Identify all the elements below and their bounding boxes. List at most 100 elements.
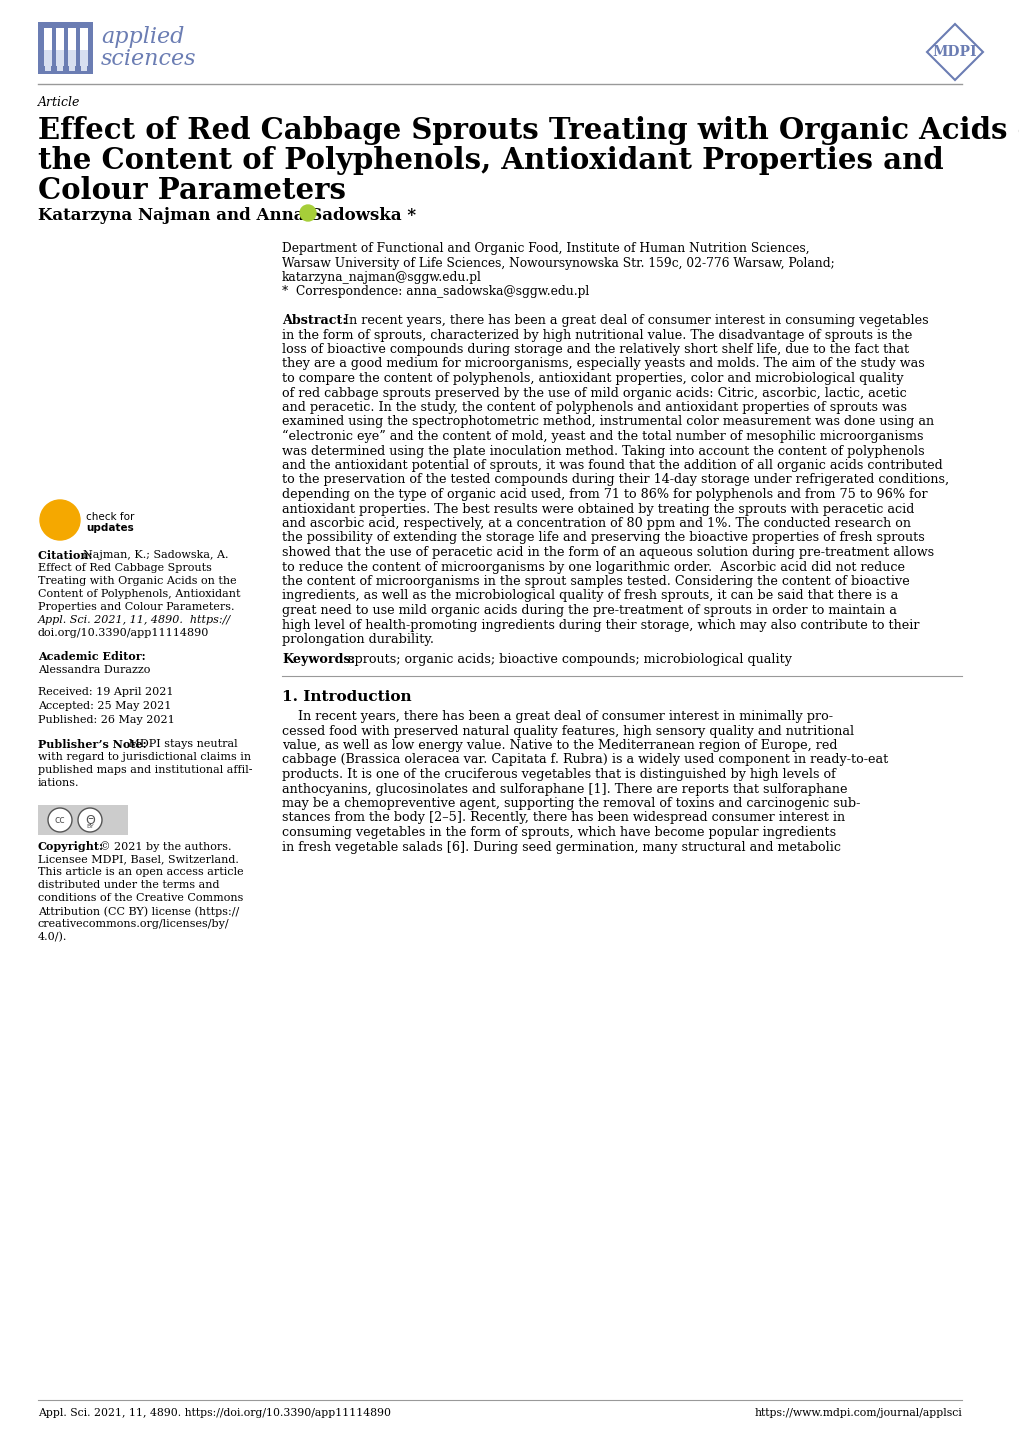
Text: Properties and Colour Parameters.: Properties and Colour Parameters. [38, 601, 234, 611]
Text: ✓: ✓ [52, 510, 67, 529]
Bar [79, 27, 88, 50]
Text: they are a good medium for microorganisms, especially yeasts and molds. The aim : they are a good medium for microorganism… [281, 358, 924, 371]
Text: cabbage (Brassica oleracea var. Capitata f. Rubra) is a widely used component in: cabbage (Brassica oleracea var. Capitata… [281, 754, 888, 767]
Text: and the antioxidant potential of sprouts, it was found that the addition of all : and the antioxidant potential of sprouts… [281, 459, 942, 472]
Bar [44, 50, 52, 66]
Text: check for: check for [86, 512, 135, 522]
Text: examined using the spectrophotometric method, instrumental color measurement was: examined using the spectrophotometric me… [281, 415, 933, 428]
Text: anthocyanins, glucosinolates and sulforaphane [1]. There are reports that sulfor: anthocyanins, glucosinolates and sulfora… [281, 783, 847, 796]
Text: high level of health-promoting ingredients during their storage, which may also : high level of health-promoting ingredien… [281, 619, 918, 632]
Text: Department of Functional and Organic Food, Institute of Human Nutrition Sciences: Department of Functional and Organic Foo… [281, 242, 809, 255]
Text: ingredients, as well as the microbiological quality of fresh sprouts, it can be : ingredients, as well as the microbiologi… [281, 590, 898, 603]
Text: to compare the content of polyphenols, antioxidant properties, color and microbi: to compare the content of polyphenols, a… [281, 372, 903, 385]
Text: MDPI stays neutral: MDPI stays neutral [125, 738, 237, 748]
Text: depending on the type of organic acid used, from 71 to 86% for polyphenols and f: depending on the type of organic acid us… [281, 487, 926, 500]
Text: cc: cc [55, 815, 65, 825]
Circle shape [300, 205, 316, 221]
Text: Colour Parameters: Colour Parameters [38, 176, 345, 205]
Text: Appl. Sci. 2021, 11, 4890. https://doi.org/10.3390/app11114890: Appl. Sci. 2021, 11, 4890. https://doi.o… [38, 1407, 390, 1417]
Text: Najman, K.; Sadowska, A.: Najman, K.; Sadowska, A. [83, 549, 228, 559]
Text: Appl. Sci. 2021, 11, 4890.  https://: Appl. Sci. 2021, 11, 4890. https:// [38, 614, 231, 624]
Text: sprouts; organic acids; bioactive compounds; microbiological quality: sprouts; organic acids; bioactive compou… [343, 653, 791, 666]
Text: Effect of Red Cabbage Sprouts Treating with Organic Acids on: Effect of Red Cabbage Sprouts Treating w… [38, 115, 1019, 146]
Text: MDPI: MDPI [931, 45, 976, 59]
Circle shape [48, 808, 72, 832]
Text: Citation:: Citation: [38, 549, 96, 561]
Text: prolongation durability.: prolongation durability. [281, 633, 433, 646]
Text: Attribution (CC BY) license (https://: Attribution (CC BY) license (https:// [38, 906, 239, 917]
Text: loss of bioactive compounds during storage and the relatively short shelf life, : loss of bioactive compounds during stora… [281, 343, 908, 356]
Text: was determined using the plate inoculation method. Taking into account the conte: was determined using the plate inoculati… [281, 444, 923, 457]
Text: the possibility of extending the storage life and preserving the bioactive prope: the possibility of extending the storage… [281, 532, 924, 545]
Bar [56, 27, 64, 50]
Circle shape [77, 808, 102, 832]
Text: Effect of Red Cabbage Sprouts: Effect of Red Cabbage Sprouts [38, 562, 212, 572]
Text: conditions of the Creative Commons: conditions of the Creative Commons [38, 893, 244, 903]
Bar [57, 66, 63, 71]
Text: distributed under the terms and: distributed under the terms and [38, 880, 219, 890]
Text: stances from the body [2–5]. Recently, there has been widespread consumer intere: stances from the body [2–5]. Recently, t… [281, 812, 845, 825]
Text: sciences: sciences [101, 48, 197, 71]
Text: consuming vegetables in the form of sprouts, which have become popular ingredien: consuming vegetables in the form of spro… [281, 826, 836, 839]
Text: Keywords:: Keywords: [281, 653, 355, 666]
Text: Treating with Organic Acids on the: Treating with Organic Acids on the [38, 575, 236, 585]
Text: 4.0/).: 4.0/). [38, 932, 67, 942]
Text: https://www.mdpi.com/journal/applsci: https://www.mdpi.com/journal/applsci [753, 1407, 961, 1417]
Text: Publisher’s Note:: Publisher’s Note: [38, 738, 147, 750]
Text: 1. Introduction: 1. Introduction [281, 691, 412, 704]
Text: iD: iD [304, 209, 312, 218]
Bar [38, 22, 93, 74]
Text: Θ: Θ [85, 813, 95, 826]
Text: great need to use mild organic acids during the pre-treatment of sprouts in orde: great need to use mild organic acids dur… [281, 604, 896, 617]
Text: of red cabbage sprouts preserved by the use of mild organic acids: Citric, ascor: of red cabbage sprouts preserved by the … [281, 386, 906, 399]
Text: updates: updates [86, 523, 133, 534]
Text: katarzyna_najman@sggw.edu.pl: katarzyna_najman@sggw.edu.pl [281, 271, 481, 284]
Text: and ascorbic acid, respectively, at a concentration of 80 ppm and 1%. The conduc: and ascorbic acid, respectively, at a co… [281, 518, 910, 531]
Text: “electronic eye” and the content of mold, yeast and the total number of mesophil: “electronic eye” and the content of mold… [281, 430, 922, 443]
Text: with regard to jurisdictional claims in: with regard to jurisdictional claims in [38, 751, 251, 761]
Text: Abstract:: Abstract: [281, 314, 346, 327]
Text: iations.: iations. [38, 779, 79, 787]
Text: products. It is one of the cruciferous vegetables that is distinguished by high : products. It is one of the cruciferous v… [281, 769, 835, 782]
Text: Academic Editor:: Academic Editor: [38, 650, 146, 662]
Text: the Content of Polyphenols, Antioxidant Properties and: the Content of Polyphenols, Antioxidant … [38, 146, 943, 174]
Text: doi.org/10.3390/app11114890: doi.org/10.3390/app11114890 [38, 629, 209, 637]
Text: applied: applied [101, 26, 184, 48]
Text: Accepted: 25 May 2021: Accepted: 25 May 2021 [38, 701, 171, 711]
Text: the content of microorganisms in the sprout samples tested. Considering the cont: the content of microorganisms in the spr… [281, 575, 909, 588]
Text: Article: Article [38, 97, 81, 110]
Text: Warsaw University of Life Sciences, Nowoursynowska Str. 159c, 02-776 Warsaw, Pol: Warsaw University of Life Sciences, Nowo… [281, 257, 834, 270]
Text: to the preservation of the tested compounds during their 14-day storage under re: to the preservation of the tested compou… [281, 473, 949, 486]
Text: Alessandra Durazzo: Alessandra Durazzo [38, 665, 150, 675]
Text: BY: BY [86, 823, 94, 829]
Bar [69, 66, 75, 71]
Text: showed that the use of peracetic acid in the form of an aqueous solution during : showed that the use of peracetic acid in… [281, 547, 933, 559]
Text: in the form of sprouts, characterized by high nutritional value. The disadvantag: in the form of sprouts, characterized by… [281, 329, 911, 342]
Bar [56, 50, 64, 66]
Text: *  Correspondence: anna_sadowska@sggw.edu.pl: * Correspondence: anna_sadowska@sggw.edu… [281, 286, 589, 298]
Bar [79, 50, 88, 66]
Text: This article is an open access article: This article is an open access article [38, 867, 244, 877]
Bar [68, 50, 76, 66]
Text: published maps and institutional affil-: published maps and institutional affil- [38, 766, 253, 774]
Text: cessed food with preserved natural quality features, high sensory quality and nu: cessed food with preserved natural quali… [281, 724, 853, 737]
Text: Received: 19 April 2021: Received: 19 April 2021 [38, 686, 173, 696]
Text: © 2021 by the authors.: © 2021 by the authors. [96, 841, 231, 852]
Text: Licensee MDPI, Basel, Switzerland.: Licensee MDPI, Basel, Switzerland. [38, 854, 238, 864]
Text: in fresh vegetable salads [6]. During seed germination, many structural and meta: in fresh vegetable salads [6]. During se… [281, 841, 841, 854]
Bar [81, 66, 87, 71]
Bar [45, 66, 51, 71]
Text: and peracetic. In the study, the content of polyphenols and antioxidant properti: and peracetic. In the study, the content… [281, 401, 906, 414]
Text: creativecommons.org/licenses/by/: creativecommons.org/licenses/by/ [38, 919, 229, 929]
Text: Copyright:: Copyright: [38, 841, 104, 852]
Bar [44, 27, 52, 50]
Text: antioxidant properties. The best results were obtained by treating the sprouts w: antioxidant properties. The best results… [281, 502, 913, 515]
Text: Published: 26 May 2021: Published: 26 May 2021 [38, 715, 174, 725]
Text: Katarzyna Najman and Anna Sadowska *: Katarzyna Najman and Anna Sadowska * [38, 208, 416, 224]
Text: In recent years, there has been a great deal of consumer interest in consuming v: In recent years, there has been a great … [339, 314, 927, 327]
Text: may be a chemopreventive agent, supporting the removal of toxins and carcinogeni: may be a chemopreventive agent, supporti… [281, 797, 860, 810]
Bar [68, 27, 76, 50]
Text: In recent years, there has been a great deal of consumer interest in minimally p: In recent years, there has been a great … [281, 709, 833, 722]
Circle shape [40, 500, 79, 539]
Text: to reduce the content of microorganisms by one logarithmic order.  Ascorbic acid: to reduce the content of microorganisms … [281, 561, 904, 574]
